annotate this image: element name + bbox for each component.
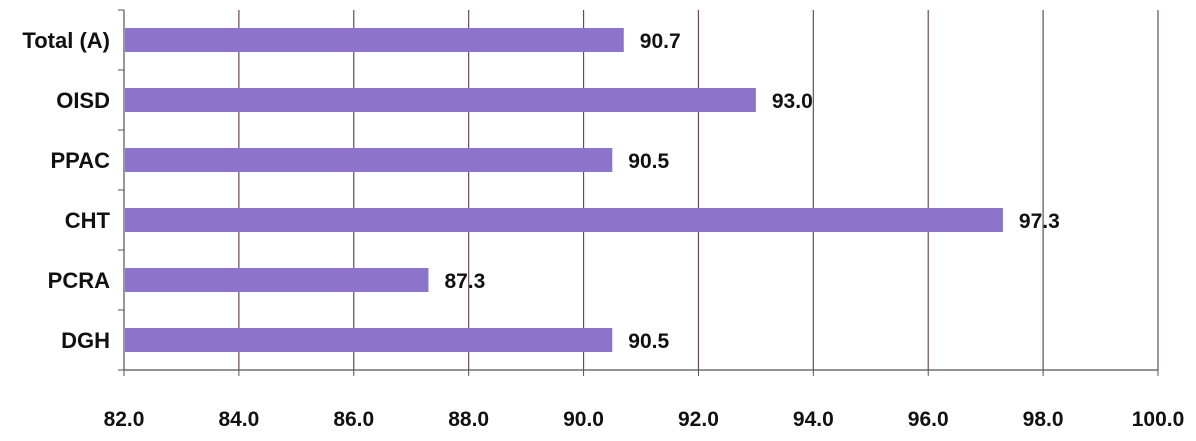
bar <box>125 88 756 112</box>
x-tick-label: 88.0 <box>448 408 489 431</box>
x-tick-label: 90.0 <box>563 408 604 431</box>
x-tick-label: 82.0 <box>104 408 145 431</box>
axes <box>118 9 1159 376</box>
bar <box>125 148 613 172</box>
category-label: PPAC <box>51 148 111 173</box>
category-label: OISD <box>56 88 110 113</box>
category-label: Total (A) <box>22 28 110 53</box>
x-tick-label: 100.0 <box>1132 408 1185 431</box>
bar <box>125 28 624 52</box>
data-label: 87.3 <box>444 270 485 293</box>
x-tick-label: 94.0 <box>793 408 834 431</box>
grid-lines <box>238 10 1159 370</box>
bar <box>125 328 613 352</box>
category-label: PCRA <box>48 268 110 293</box>
bar <box>125 268 429 292</box>
bar <box>125 208 1003 232</box>
data-label: 90.5 <box>628 150 669 173</box>
category-label: DGH <box>61 328 110 353</box>
x-tick-label: 92.0 <box>678 408 719 431</box>
labels: 82.0 84.0 86.0 88.0 90.0 92.0 94.0 96.0 98.0 100.… <box>22 28 1184 431</box>
data-label: 97.3 <box>1019 210 1060 233</box>
x-tick-label: 98.0 <box>1023 408 1064 431</box>
x-tick-label: 96.0 <box>908 408 949 431</box>
data-label: 93.0 <box>772 90 813 113</box>
data-label: 90.5 <box>628 330 669 353</box>
bars <box>125 28 1003 352</box>
category-label: CHT <box>65 208 111 233</box>
x-tick-label: 84.0 <box>218 408 259 431</box>
x-tick-label: 86.0 <box>333 408 374 431</box>
data-label: 90.7 <box>640 30 681 53</box>
